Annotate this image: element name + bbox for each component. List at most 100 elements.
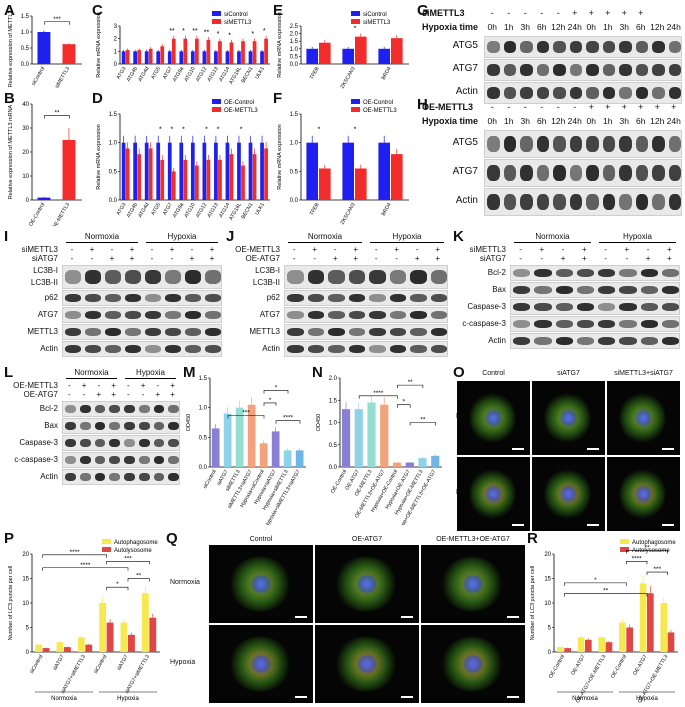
protein-band — [79, 438, 91, 448]
x-tick-label: siATG7+siMETTL3 — [124, 654, 151, 695]
bar — [125, 50, 130, 64]
protein-band — [124, 404, 135, 414]
protein-band — [487, 194, 500, 210]
x-tick-label: OE-METTL3 — [51, 202, 71, 226]
bar — [160, 159, 165, 200]
protein-band — [348, 270, 365, 284]
protein-band — [165, 310, 181, 320]
significance-label: **** — [373, 390, 384, 397]
y-tick-label: 0.5 — [329, 443, 338, 449]
protein-band — [619, 319, 637, 329]
legend-label: Autophagosome — [632, 540, 676, 546]
y-tick-label: 0.5 — [199, 435, 208, 441]
protein-band — [536, 64, 549, 76]
protein-band — [185, 327, 201, 337]
lane-sign: - — [127, 381, 130, 390]
protein-band — [555, 319, 573, 329]
legend-swatch — [212, 19, 221, 24]
protein-band — [348, 327, 365, 337]
lane-sign: + — [170, 390, 175, 399]
significance-label: * — [275, 384, 278, 391]
protein-band — [410, 310, 427, 320]
blot-strip — [284, 290, 448, 306]
bar — [283, 450, 292, 467]
condition-label: Normoxia — [74, 368, 109, 377]
blot-strip — [484, 130, 682, 158]
lane-sign: - — [519, 254, 522, 263]
protein-band — [586, 136, 599, 152]
protein-band — [635, 41, 648, 53]
protein-band — [168, 472, 179, 482]
lane-sign: - — [110, 245, 114, 254]
hypoxia-time-label: Hypoxia time — [422, 22, 479, 32]
protein-band — [635, 165, 648, 181]
blot-row-label: LC3B-II — [252, 278, 280, 287]
protein-band — [205, 293, 221, 303]
protein-band — [65, 472, 76, 482]
lane-sign: + — [332, 254, 338, 263]
y-axis-label: Number of LC3 puncta per cell — [530, 566, 536, 641]
protein-band — [328, 327, 345, 337]
scale-bar — [662, 448, 674, 450]
lane-sign: - — [68, 381, 71, 390]
protein-band — [652, 64, 665, 76]
bar — [660, 603, 668, 652]
blot-strip — [62, 401, 180, 417]
protein-band — [65, 421, 76, 431]
x-tick-label: OE-ATG7 — [632, 654, 648, 676]
lane-time: 0h — [487, 116, 497, 126]
bar — [223, 413, 232, 467]
fluorescence-micrograph — [421, 625, 525, 703]
protein-band — [138, 472, 150, 482]
protein-band — [602, 165, 615, 181]
protein-band — [569, 194, 582, 210]
bar — [380, 404, 389, 467]
protein-band — [619, 41, 632, 53]
significance-bracket — [646, 571, 668, 576]
lane-sign: + — [353, 245, 359, 254]
lane-sign: + — [169, 245, 175, 254]
protein-band — [635, 194, 648, 210]
blot-strip — [62, 290, 222, 306]
x-tick-label: ATG7 — [162, 66, 174, 80]
blot-row-label: Bax — [44, 421, 58, 430]
bar — [148, 148, 153, 200]
protein-band — [553, 64, 566, 76]
lane-sign: - — [540, 254, 544, 263]
y-tick-label: 15 — [22, 577, 29, 583]
significance-label: * — [116, 581, 119, 588]
significance-bracket — [564, 593, 648, 597]
lane-sign: + — [638, 102, 644, 112]
lane-time: 12h — [551, 116, 566, 126]
protein-band — [598, 285, 616, 295]
blot-row-label: Caspase-3 — [19, 438, 58, 447]
condition-label: Normoxia — [535, 232, 570, 241]
y-axis-label: OD450 — [316, 414, 322, 431]
significance-label: ** — [408, 379, 414, 386]
panel-label-c: C — [92, 2, 103, 19]
legend-label: Autolysosome — [114, 548, 152, 554]
significance-label: **** — [80, 562, 91, 569]
nucleus-signal — [250, 654, 272, 674]
bar — [156, 51, 161, 64]
protein-band — [513, 336, 531, 346]
bar — [202, 142, 207, 200]
blot-strip — [62, 324, 222, 340]
lane-sign: - — [127, 390, 130, 399]
bar — [295, 450, 304, 467]
treatment-label: OE-METTL3 — [13, 381, 58, 390]
protein-band — [586, 64, 599, 76]
blot-row-label: Actin — [455, 195, 478, 206]
bar — [667, 632, 675, 652]
significance-bracket — [44, 115, 70, 119]
fluorescence-micrograph — [607, 381, 680, 455]
protein-band — [109, 438, 120, 448]
protein-band — [138, 421, 150, 431]
blot-strip — [284, 265, 448, 289]
bar — [306, 142, 318, 200]
lane-sign: - — [540, 8, 544, 18]
significance-label: * — [182, 126, 185, 133]
bar — [141, 593, 149, 652]
protein-band — [105, 344, 121, 354]
lane-sign: + — [671, 102, 677, 112]
